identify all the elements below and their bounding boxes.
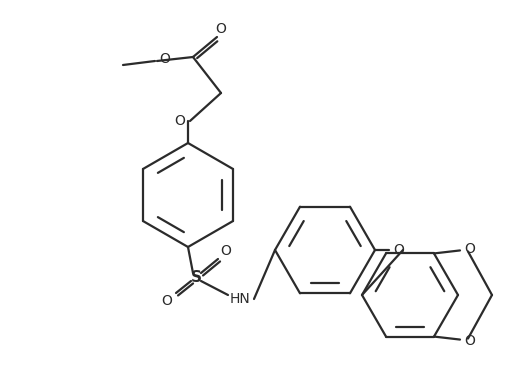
Text: O: O <box>215 22 226 36</box>
Text: O: O <box>161 294 172 308</box>
Text: O: O <box>174 114 185 128</box>
Text: O: O <box>393 243 404 257</box>
Text: HN: HN <box>229 292 250 306</box>
Text: S: S <box>190 270 201 285</box>
Text: O: O <box>464 334 474 348</box>
Text: O: O <box>159 52 170 66</box>
Text: O: O <box>464 242 474 256</box>
Text: O: O <box>220 244 231 258</box>
